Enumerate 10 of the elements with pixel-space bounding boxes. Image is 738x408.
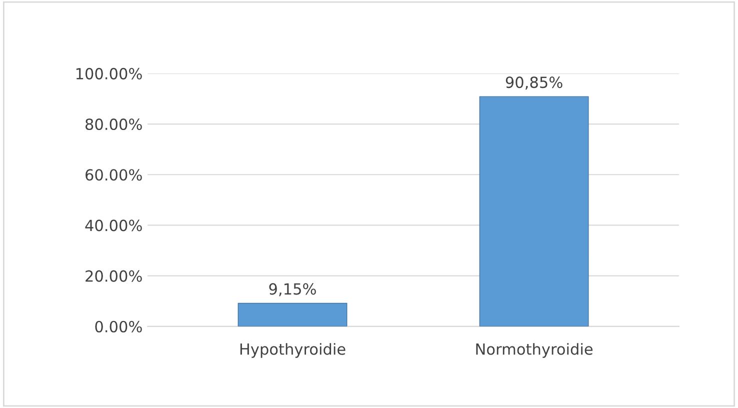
x-tick-label: Normothyroidie (476, 343, 593, 358)
y-tick-label: 100.00% (76, 68, 142, 80)
data-label: 90,85% (506, 76, 562, 90)
y-tick-label: 0.00% (95, 320, 142, 332)
data-label: 9,15% (269, 283, 316, 296)
y-tick-label: 40.00% (85, 220, 142, 232)
y-tick-label: 80.00% (86, 118, 142, 130)
x-tick-label: Hypothyroidie (240, 343, 346, 358)
y-tick-label: 20.00% (86, 270, 142, 282)
y-tick-label: 60.00% (86, 169, 142, 181)
